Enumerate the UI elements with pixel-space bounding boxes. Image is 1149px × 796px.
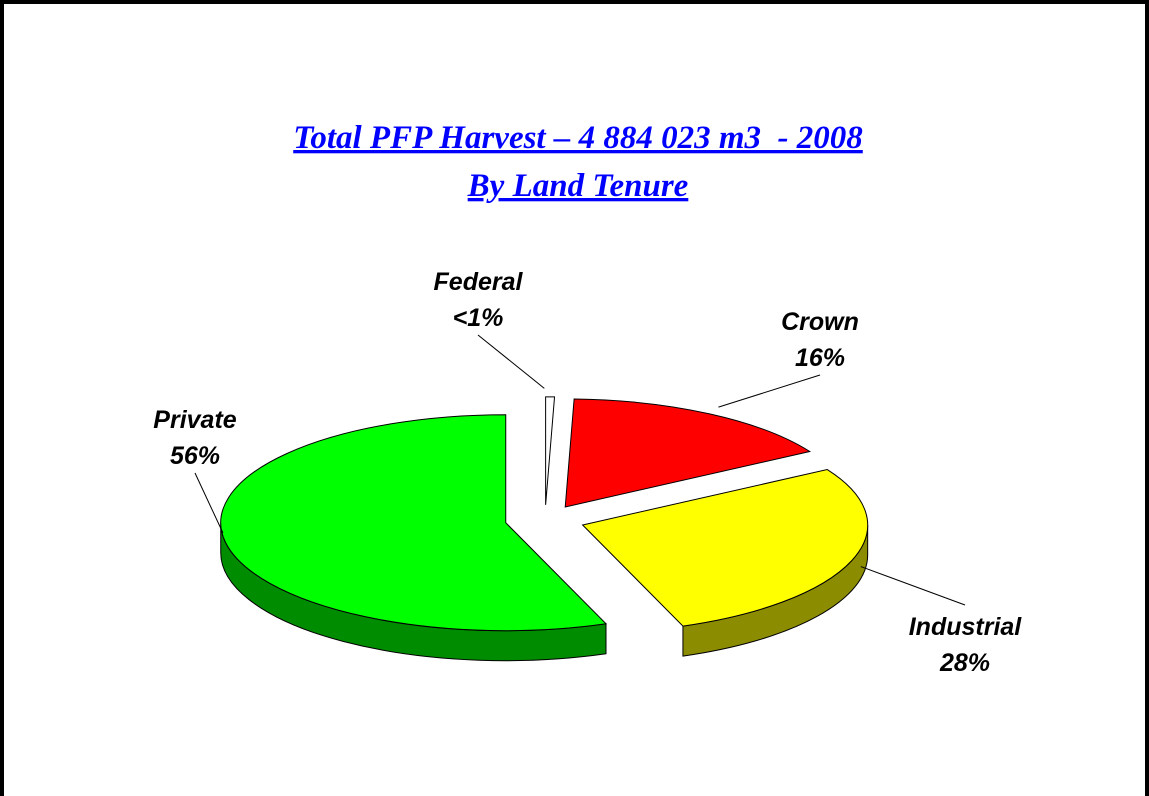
slice xyxy=(564,398,812,508)
slice xyxy=(220,414,608,632)
slice-label: Crown xyxy=(781,308,859,336)
leader-line xyxy=(194,472,224,534)
slice-label: Federal xyxy=(434,268,524,296)
slice-value-label: 28% xyxy=(939,649,990,677)
slice-value-label: 16% xyxy=(795,344,845,372)
leader-line xyxy=(718,374,821,408)
leader-line xyxy=(477,334,545,389)
slice xyxy=(581,468,869,627)
slice-label: Industrial xyxy=(909,613,1023,641)
chart-subtitle: By Land Tenure xyxy=(467,168,689,204)
leader-line xyxy=(860,566,966,606)
slice-value-label: <1% xyxy=(453,304,504,332)
slice xyxy=(545,396,556,505)
chart-title: Total PFP Harvest – 4 884 023 m3 - 2008 xyxy=(293,120,863,156)
slice-label: Private xyxy=(153,406,236,434)
slice-value-label: 56% xyxy=(170,442,220,470)
